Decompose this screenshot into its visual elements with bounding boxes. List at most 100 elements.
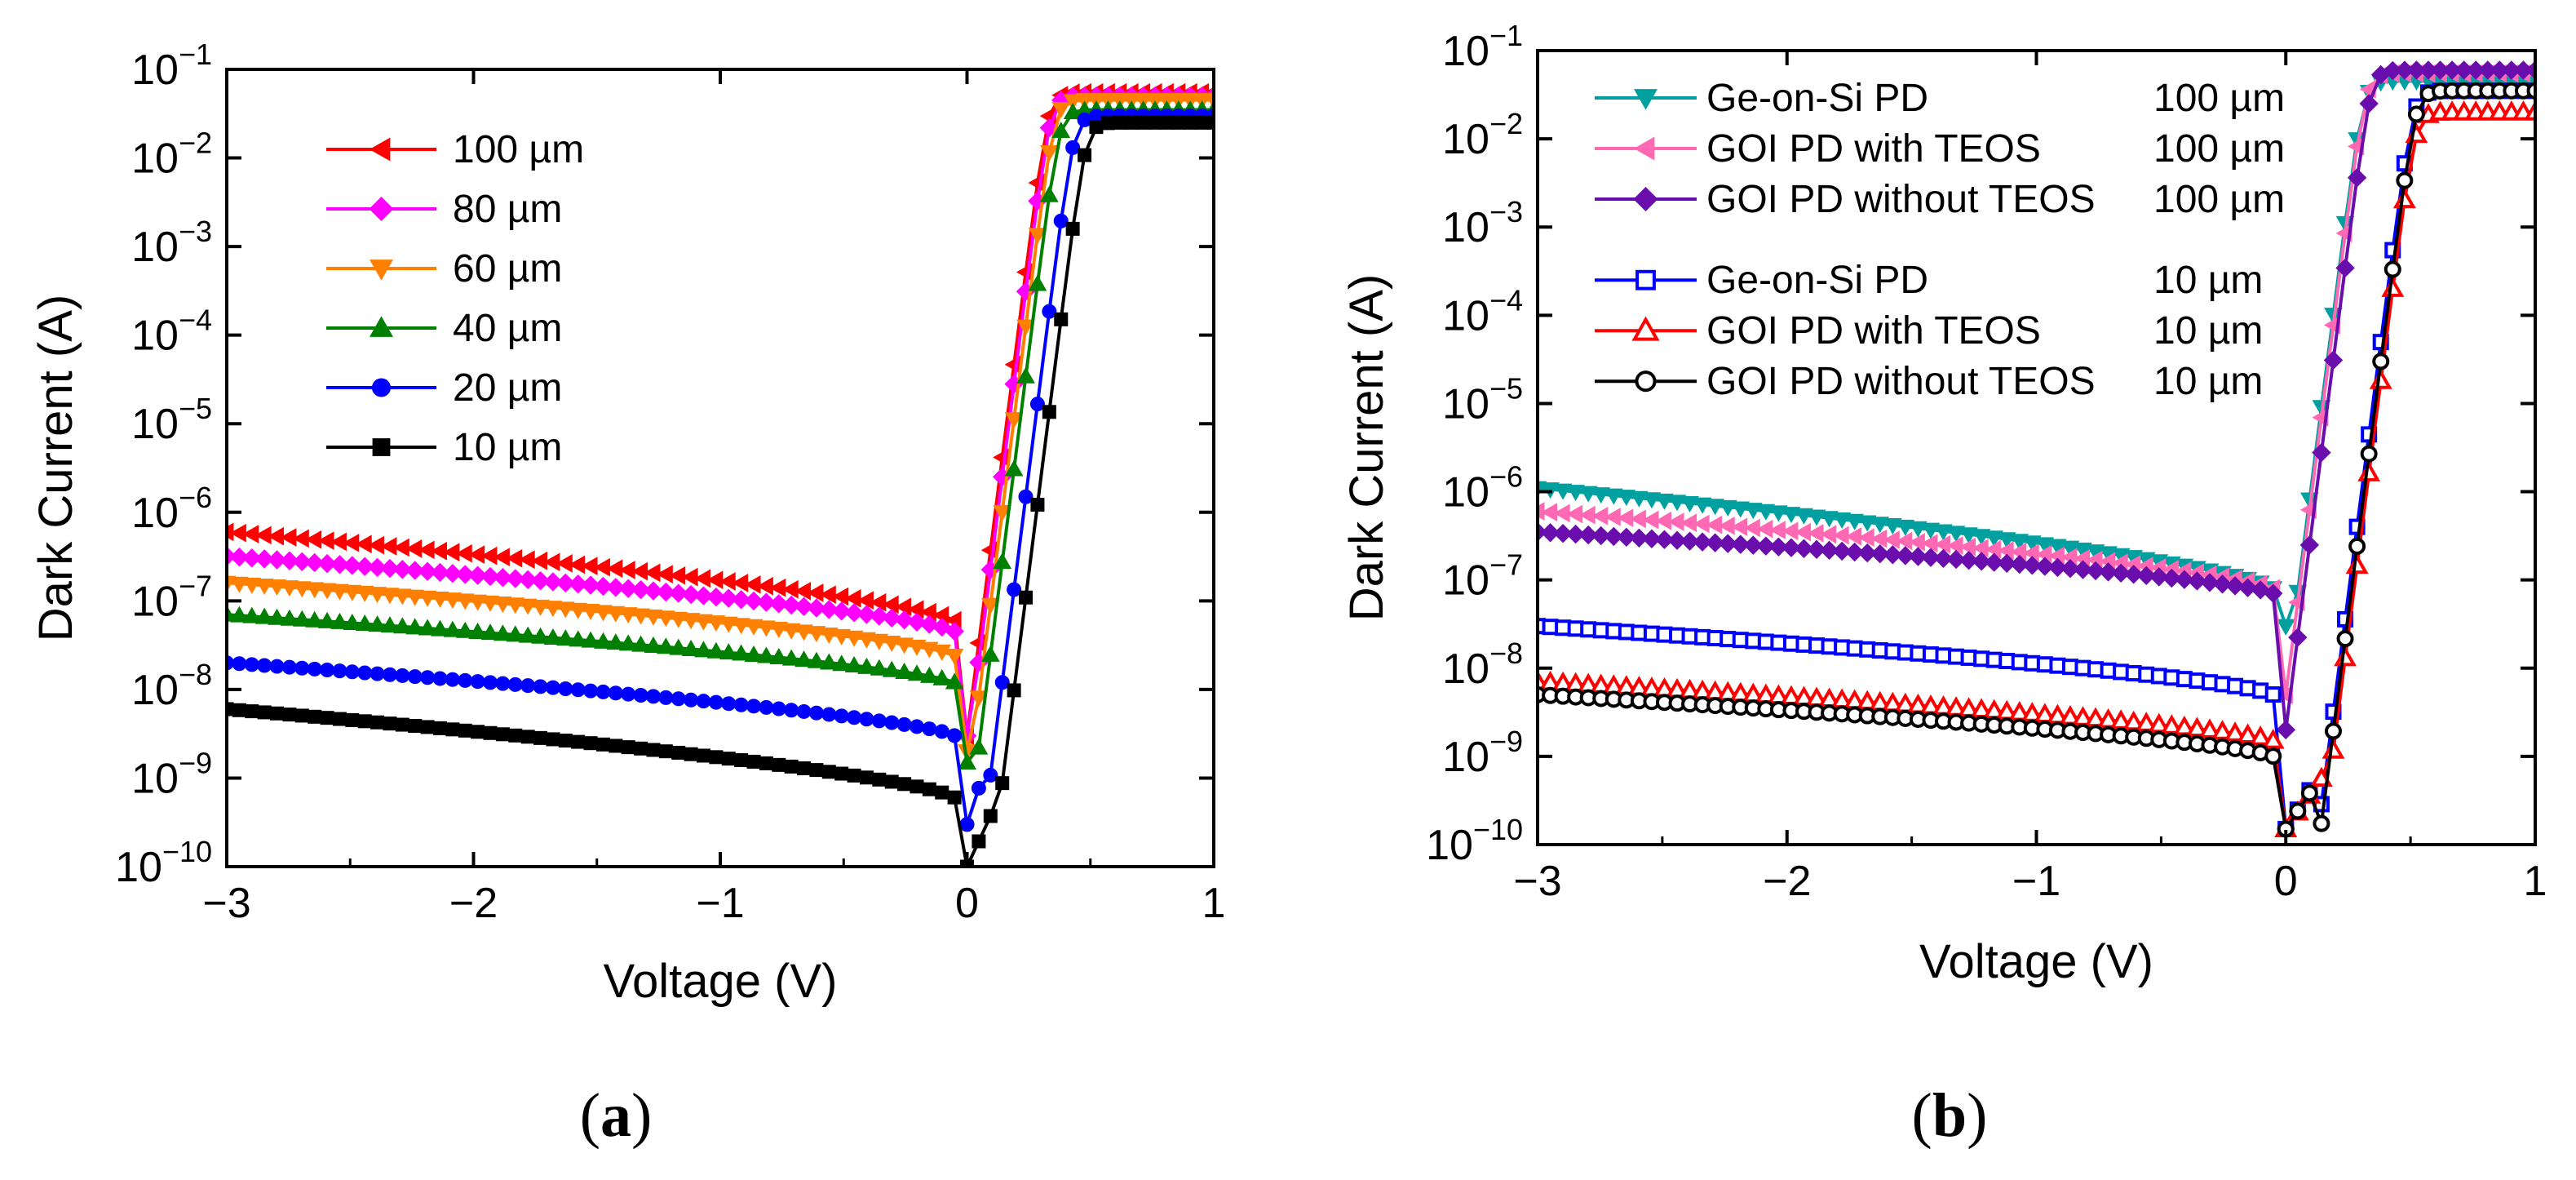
legend-marker (371, 378, 392, 397)
data-point (609, 739, 623, 753)
data-point (993, 504, 1012, 521)
data-point (520, 678, 536, 694)
data-point (1124, 115, 1139, 130)
data-point (2111, 563, 2131, 583)
data-point (1807, 509, 1826, 526)
data-point (495, 676, 511, 691)
data-point (731, 590, 751, 610)
data-point (2123, 565, 2144, 584)
legend-marker (369, 316, 394, 337)
x-tick-label: 0 (2274, 858, 2298, 905)
data-point (332, 712, 347, 726)
data-point (856, 591, 874, 610)
data-point (2324, 722, 2342, 740)
data-point (443, 592, 463, 610)
data-point (255, 549, 274, 569)
data-point (2347, 168, 2367, 188)
data-point (1883, 545, 1903, 565)
legend-marker (1633, 89, 1658, 110)
data-point (757, 620, 776, 637)
y-tick-label: 10−2 (131, 126, 212, 183)
data-point (493, 568, 513, 588)
data-point (669, 638, 688, 655)
data-point (894, 610, 914, 630)
y-tick-label: 10−2 (1442, 107, 1523, 163)
data-point (1642, 492, 1662, 509)
legend-marker (1631, 316, 1660, 341)
data-point (357, 665, 373, 681)
data-point (884, 774, 899, 789)
data-point (242, 548, 262, 568)
data-point (405, 618, 425, 635)
data-point (2348, 537, 2366, 555)
y-tick-label: 10−8 (131, 658, 212, 714)
data-point (746, 754, 761, 769)
data-point (1030, 497, 1045, 512)
data-point (1004, 412, 1024, 429)
data-point (418, 619, 437, 636)
data-point (807, 626, 826, 643)
data-point (543, 572, 563, 592)
data-point (618, 634, 638, 651)
data-point (1782, 538, 1801, 557)
data-point (693, 586, 714, 606)
data-point (2357, 461, 2381, 481)
data-point (583, 736, 598, 751)
x-tick-label: −1 (696, 880, 744, 927)
data-point (633, 688, 648, 703)
data-point (1007, 582, 1022, 597)
x-axis-title: Voltage (V) (604, 955, 838, 1008)
legend-label: 10 µm (453, 426, 562, 469)
data-point (581, 604, 600, 621)
data-point (445, 722, 460, 737)
data-point (1680, 531, 1700, 551)
data-point (847, 710, 862, 725)
data-point (1933, 548, 1954, 569)
data-point (1984, 552, 2004, 572)
data-point (995, 776, 1010, 791)
data-point (268, 608, 286, 625)
data-point (555, 601, 575, 619)
data-point (1054, 312, 1069, 326)
data-point (644, 609, 663, 626)
plot-area (1538, 60, 2535, 838)
panel-b-chart: −3 −2 −1 0 1 10−1 10−2 10−3 10−4 10−5 10−6 10−7 10−8… (1340, 19, 2547, 988)
data-point (2162, 568, 2182, 588)
legend-label: 20 µm (453, 366, 562, 410)
data-point (1642, 529, 1662, 548)
y-tick-label: 10−6 (1442, 460, 1523, 517)
data-point (2335, 258, 2355, 278)
data-point (2175, 570, 2194, 589)
data-point (819, 627, 839, 644)
legend-size: 100 µm (2153, 77, 2285, 120)
data-point (1655, 493, 1674, 510)
data-point (2224, 721, 2246, 742)
data-point (1807, 539, 1826, 559)
data-point (631, 635, 650, 652)
y-tick-label: 10−7 (131, 569, 212, 625)
data-point (343, 584, 362, 601)
data-point (2048, 539, 2067, 556)
data-point (744, 645, 764, 663)
legend: 100 µm 80 µm 60 µm 40 µm 20 µm 10 µm (326, 128, 584, 469)
legend-marker (1635, 370, 1657, 393)
data-point (646, 743, 661, 757)
data-point (2396, 171, 2414, 189)
data-point (2060, 559, 2080, 579)
data-point (606, 606, 626, 623)
data-point (1921, 522, 1941, 539)
data-point (1016, 366, 1035, 384)
data-point (2336, 630, 2354, 648)
data-point (2334, 645, 2357, 667)
data-point (568, 574, 588, 594)
data-point (1113, 115, 1127, 130)
data-point (2381, 277, 2405, 297)
data-point (959, 817, 975, 832)
data-point (470, 674, 485, 690)
data-point (844, 603, 864, 623)
data-point (1667, 530, 1687, 550)
data-point (533, 679, 548, 694)
data-point (2212, 574, 2233, 594)
data-point (859, 770, 874, 785)
legend-size: 10 µm (2153, 259, 2263, 302)
